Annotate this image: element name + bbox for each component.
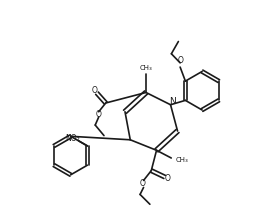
Text: O: O <box>96 110 102 119</box>
Text: O: O <box>91 86 97 95</box>
Text: O: O <box>164 174 170 183</box>
Text: CH₃: CH₃ <box>176 157 188 163</box>
Text: O: O <box>177 56 183 65</box>
Text: NO₂: NO₂ <box>65 134 80 143</box>
Text: O: O <box>140 179 146 189</box>
Text: CH₃: CH₃ <box>140 65 152 71</box>
Text: N: N <box>169 97 176 106</box>
